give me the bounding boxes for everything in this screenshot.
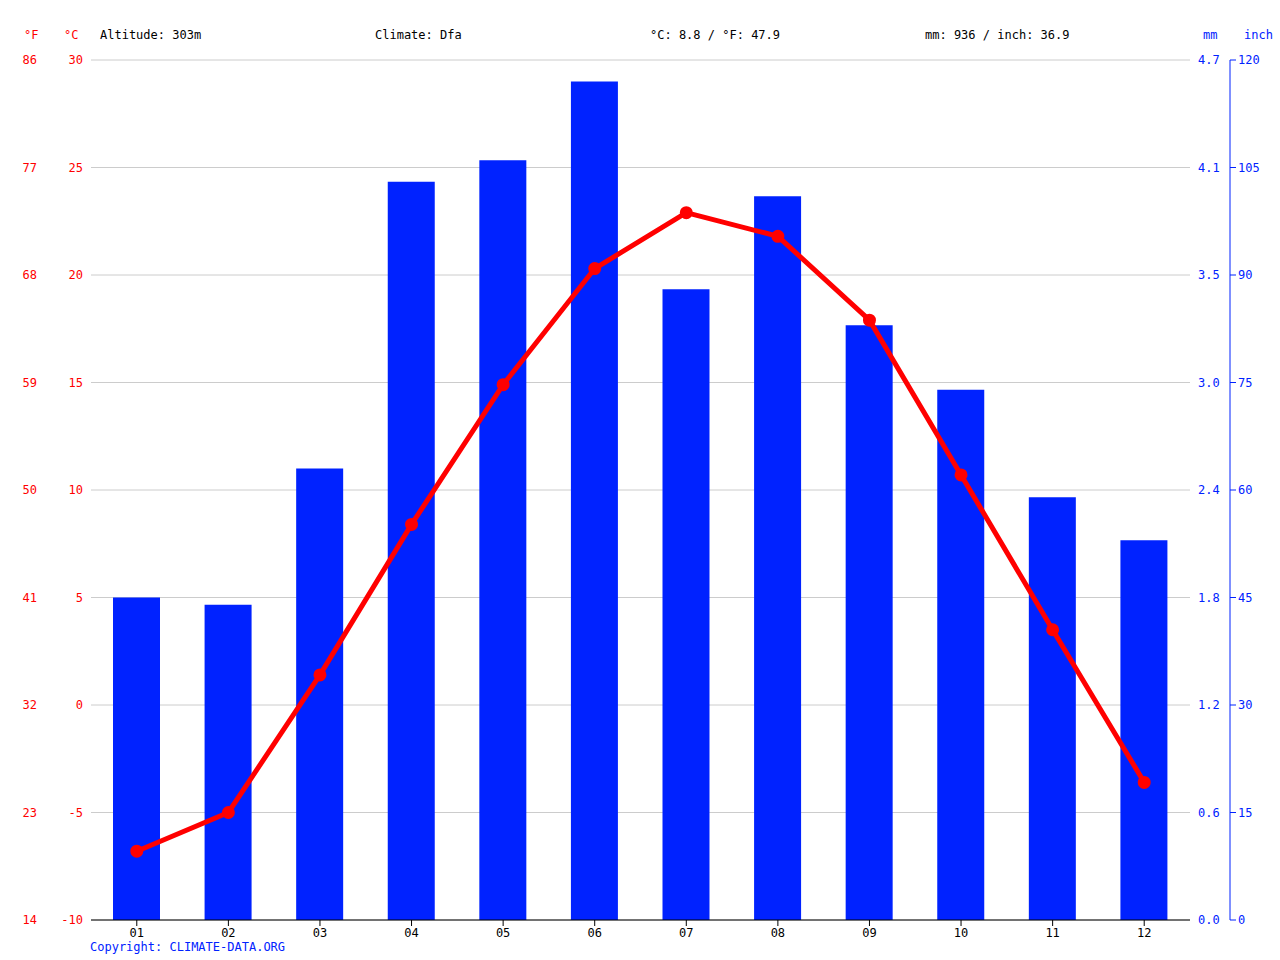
svg-text:1.8: 1.8 — [1198, 591, 1220, 605]
svg-text:4.1: 4.1 — [1198, 161, 1220, 175]
svg-text:0: 0 — [76, 698, 83, 712]
svg-text:0.6: 0.6 — [1198, 806, 1220, 820]
svg-text:09: 09 — [862, 926, 876, 940]
svg-text:01: 01 — [130, 926, 144, 940]
svg-text:60: 60 — [1238, 483, 1252, 497]
svg-text:15: 15 — [1238, 806, 1252, 820]
svg-text:86: 86 — [23, 53, 37, 67]
svg-text:0.0: 0.0 — [1198, 913, 1220, 927]
html-text:inch: inch — [1244, 28, 1273, 42]
svg-text:-10: -10 — [61, 913, 83, 927]
svg-text:06: 06 — [587, 926, 601, 940]
svg-text:08: 08 — [771, 926, 785, 940]
svg-text:77: 77 — [23, 161, 37, 175]
svg-text:30: 30 — [1238, 698, 1252, 712]
svg-text:75: 75 — [1238, 376, 1252, 390]
svg-text:10: 10 — [954, 926, 968, 940]
svg-text:50: 50 — [23, 483, 37, 497]
svg-text:68: 68 — [23, 268, 37, 282]
svg-text:90: 90 — [1238, 268, 1252, 282]
html-text:Altitude: 303m: Altitude: 303m — [100, 28, 202, 42]
svg-text:03: 03 — [313, 926, 327, 940]
svg-text:105: 105 — [1238, 161, 1260, 175]
svg-text:07: 07 — [679, 926, 693, 940]
svg-text:02: 02 — [221, 926, 235, 940]
svg-text:45: 45 — [1238, 591, 1252, 605]
html-text:°C: °C — [64, 28, 79, 42]
html-text:Climate: Dfa: Climate: Dfa — [375, 28, 462, 42]
svg-text:2.4: 2.4 — [1198, 483, 1220, 497]
svg-text:14: 14 — [23, 913, 37, 927]
svg-text:05: 05 — [496, 926, 510, 940]
svg-text:12: 12 — [1137, 926, 1151, 940]
svg-text:20: 20 — [69, 268, 83, 282]
svg-text:41: 41 — [23, 591, 37, 605]
svg-text:120: 120 — [1238, 53, 1260, 67]
html-text:°C: 8.8 / °F: 47.9: °C: 8.8 / °F: 47.9 — [650, 28, 780, 42]
svg-text:11: 11 — [1045, 926, 1059, 940]
html-text:mm: mm — [1203, 28, 1218, 42]
svg-text:3.0: 3.0 — [1198, 376, 1220, 390]
svg-text:3.5: 3.5 — [1198, 268, 1220, 282]
svg-text:0: 0 — [1238, 913, 1245, 927]
svg-text:30: 30 — [69, 53, 83, 67]
svg-text:59: 59 — [23, 376, 37, 390]
svg-text:32: 32 — [23, 698, 37, 712]
html-text:mm: 936 / inch: 36.9: mm: 936 / inch: 36.9 — [925, 28, 1070, 42]
svg-text:10: 10 — [69, 483, 83, 497]
html-text:Copyright: CLIMATE-DATA.ORG: Copyright: CLIMATE-DATA.ORG — [90, 940, 286, 954]
svg-text:15: 15 — [69, 376, 83, 390]
svg-text:23: 23 — [23, 806, 37, 820]
svg-text:04: 04 — [404, 926, 418, 940]
svg-text:4.7: 4.7 — [1198, 53, 1220, 67]
svg-text:25: 25 — [69, 161, 83, 175]
svg-text:5: 5 — [76, 591, 83, 605]
svg-text:-5: -5 — [69, 806, 83, 820]
svg-text:1.2: 1.2 — [1198, 698, 1220, 712]
html-text:°F: °F — [24, 28, 39, 42]
